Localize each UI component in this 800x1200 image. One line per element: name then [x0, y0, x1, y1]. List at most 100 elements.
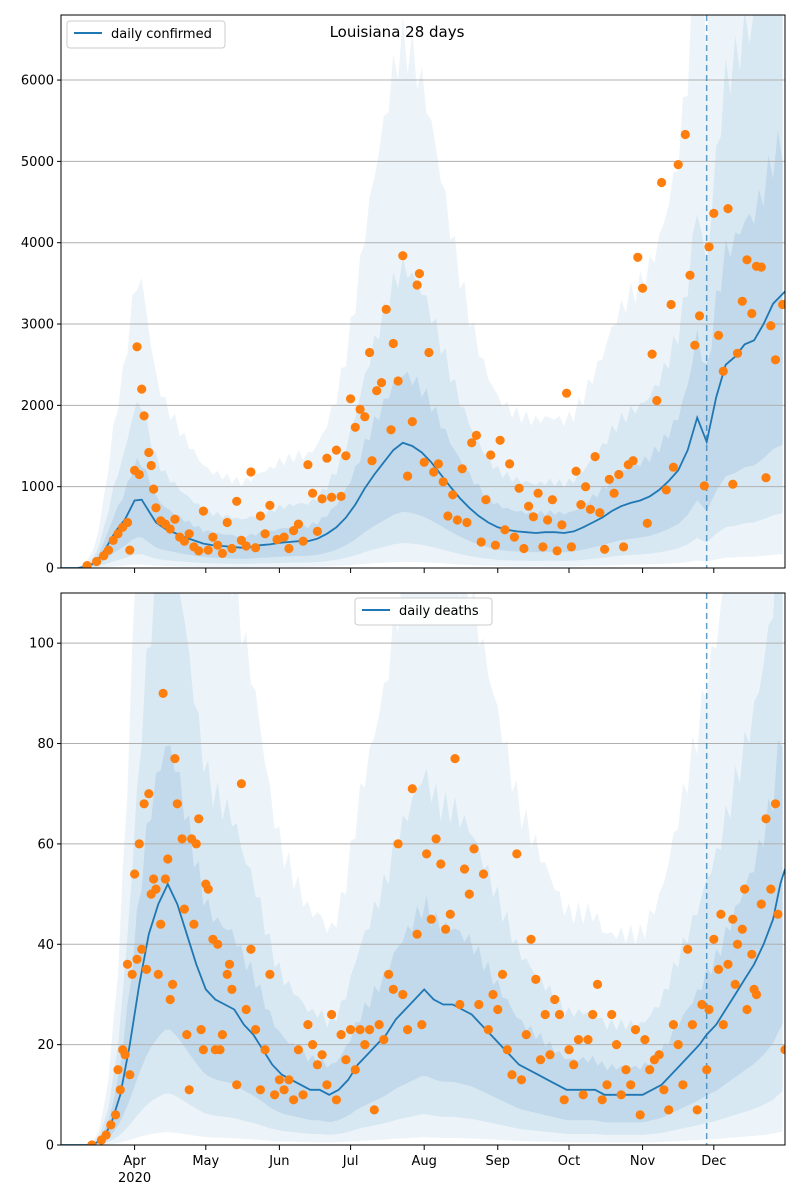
data-point — [341, 451, 351, 461]
data-point — [652, 395, 662, 406]
confirmed-panel: 0 1000 2000 3000 4000 5000 6000 Louisiana 28 d… — [21, 14, 786, 577]
data-point — [457, 464, 467, 474]
uncertainty-bands — [61, 593, 783, 1145]
legend-label: daily confirmed — [111, 27, 212, 42]
x-tick-label: Dec — [701, 1154, 726, 1169]
y-tick-label: 60 — [37, 837, 54, 852]
data-point — [179, 536, 189, 546]
data-point — [346, 394, 356, 404]
data-point — [308, 488, 318, 498]
data-point — [448, 490, 458, 500]
data-point — [222, 517, 232, 528]
uncertainty-band — [61, 593, 783, 1145]
y-tick-label: 0 — [46, 562, 54, 577]
data-point — [664, 1105, 674, 1115]
data-point — [151, 884, 161, 894]
data-point — [509, 532, 519, 542]
data-point — [704, 242, 714, 252]
data-point — [137, 944, 147, 954]
data-point — [531, 974, 541, 985]
data-point — [203, 545, 213, 555]
data-point — [92, 556, 102, 567]
y-axis: 0 20 40 60 80 100 — [29, 637, 61, 1154]
data-point — [526, 934, 536, 944]
data-point — [747, 949, 757, 959]
data-point — [668, 462, 679, 472]
data-point — [160, 874, 170, 884]
data-point — [500, 525, 510, 535]
uncertainty-band — [61, 15, 783, 568]
y-tick-label: 2000 — [21, 399, 54, 414]
data-point — [122, 517, 133, 528]
x-tick-sublabel: 2020 — [118, 1171, 151, 1186]
y-tick-label: 3000 — [21, 318, 54, 333]
data-point — [189, 919, 199, 929]
data-point — [327, 492, 337, 502]
data-point — [697, 999, 707, 1010]
uncertainty-bands — [61, 15, 783, 568]
data-point — [179, 904, 189, 914]
data-point — [766, 321, 776, 331]
data-point — [659, 1085, 669, 1095]
data-point — [723, 959, 733, 969]
data-point — [730, 979, 740, 990]
data-point — [519, 543, 529, 554]
data-point — [298, 536, 308, 546]
data-point — [740, 884, 750, 894]
data-point — [388, 984, 398, 995]
data-point — [232, 496, 242, 506]
data-point — [718, 366, 728, 376]
data-point — [308, 1040, 318, 1050]
data-point — [502, 1045, 512, 1055]
data-point — [224, 959, 235, 969]
data-point — [198, 1045, 208, 1055]
data-point — [369, 1105, 379, 1115]
data-point — [756, 262, 766, 272]
data-point — [398, 251, 408, 261]
y-tick-label: 5000 — [21, 155, 54, 170]
data-point — [422, 849, 432, 859]
data-point — [661, 485, 671, 495]
data-point — [635, 1110, 645, 1120]
data-point — [588, 1009, 598, 1020]
uncertainty-band — [61, 593, 783, 1145]
data-point — [227, 984, 237, 995]
data-point — [524, 501, 534, 511]
data-point — [678, 1080, 688, 1090]
data-point — [393, 839, 403, 849]
data-point — [597, 1095, 607, 1105]
y-tick-label: 100 — [29, 637, 54, 652]
data-point — [246, 467, 256, 477]
data-point — [217, 1030, 227, 1040]
data-point — [141, 964, 152, 975]
data-point — [149, 484, 159, 494]
data-point — [82, 561, 92, 568]
data-point — [630, 1025, 641, 1035]
data-point — [293, 1045, 303, 1055]
data-point — [170, 754, 180, 764]
data-point — [407, 784, 417, 794]
data-point — [687, 1020, 698, 1030]
data-point — [198, 506, 208, 516]
data-point — [718, 1020, 728, 1030]
x-tick-label: Aug — [411, 1154, 436, 1169]
legend-box — [66, 20, 226, 49]
data-point — [170, 514, 180, 524]
data-point — [611, 1040, 622, 1050]
data-point — [350, 1065, 360, 1075]
data-point — [609, 488, 619, 498]
data-point — [289, 526, 299, 536]
data-point — [436, 859, 446, 869]
y-tick-label: 0 — [46, 1139, 54, 1154]
data-point — [438, 477, 448, 487]
data-point — [255, 511, 265, 521]
data-point — [680, 129, 690, 140]
data-point — [713, 964, 724, 975]
data-point — [640, 1035, 650, 1045]
plot-area — [61, 593, 785, 1145]
data-point — [645, 1065, 655, 1075]
data-point — [728, 914, 738, 924]
data-point — [341, 1055, 351, 1065]
data-point — [704, 1004, 714, 1015]
data-point — [550, 994, 560, 1005]
